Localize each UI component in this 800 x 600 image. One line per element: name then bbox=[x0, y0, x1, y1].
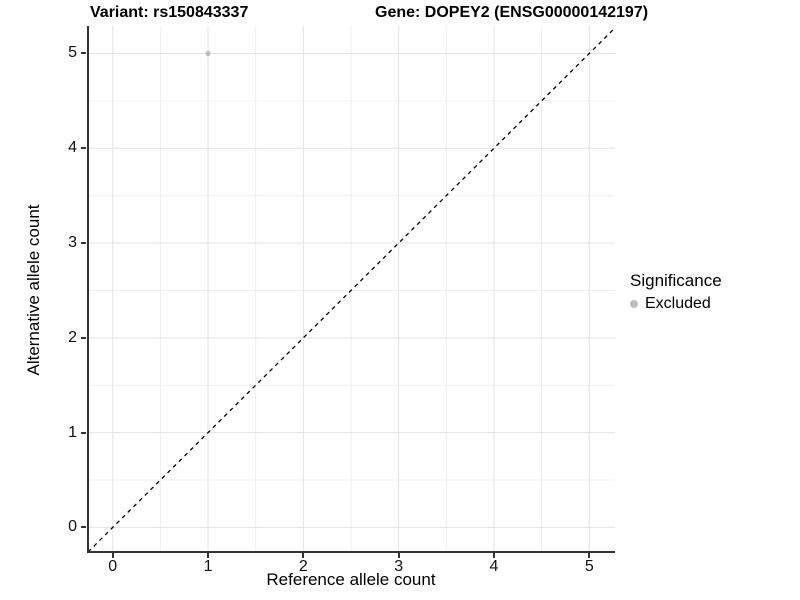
legend-marker-circle-icon bbox=[630, 300, 638, 308]
x-tick-mark bbox=[302, 553, 305, 558]
x-tick-mark bbox=[111, 553, 114, 558]
y-tick-label: 5 bbox=[68, 44, 77, 62]
x-tick-label: 3 bbox=[394, 558, 404, 575]
x-tick-label: 4 bbox=[489, 558, 499, 575]
y-tick-mark bbox=[81, 52, 86, 55]
y-tick-label: 3 bbox=[68, 234, 77, 252]
x-tick-label: 0 bbox=[108, 558, 118, 575]
y-tick-label: 4 bbox=[68, 139, 77, 157]
y-tick-label: 0 bbox=[68, 518, 77, 536]
y-tick-mark bbox=[81, 336, 86, 339]
legend-title: Significance bbox=[630, 271, 722, 290]
y-tick-label: 1 bbox=[68, 423, 77, 441]
plot-title-variant: Variant: rs150843337 bbox=[90, 4, 249, 21]
y-tick-mark bbox=[81, 242, 86, 245]
y-tick-mark bbox=[81, 431, 86, 434]
x-axis-title: Reference allele count bbox=[266, 570, 436, 589]
x-tick-label: 5 bbox=[584, 558, 594, 575]
y-tick-mark bbox=[81, 526, 86, 529]
legend: Significance Excluded bbox=[630, 271, 722, 313]
x-tick-label: 2 bbox=[298, 558, 308, 575]
legend-item-label: Excluded bbox=[645, 295, 711, 312]
y-tick-mark bbox=[81, 147, 86, 150]
x-tick-mark bbox=[588, 553, 591, 558]
legend-item-excluded: Excluded bbox=[630, 295, 722, 313]
plot-area-svg bbox=[87, 26, 615, 553]
identity-dashed-line bbox=[87, 26, 615, 553]
y-tick-label: 2 bbox=[68, 328, 77, 346]
x-tick-label: 1 bbox=[203, 558, 213, 575]
x-tick-mark bbox=[492, 553, 495, 558]
y-axis-title: Alternative allele count bbox=[24, 204, 43, 376]
data-point bbox=[205, 50, 211, 57]
x-tick-mark bbox=[207, 553, 210, 558]
plot-panel bbox=[87, 26, 615, 553]
plot-title-gene: Gene: DOPEY2 (ENSG00000142197) bbox=[375, 4, 649, 21]
x-tick-mark bbox=[397, 553, 400, 558]
